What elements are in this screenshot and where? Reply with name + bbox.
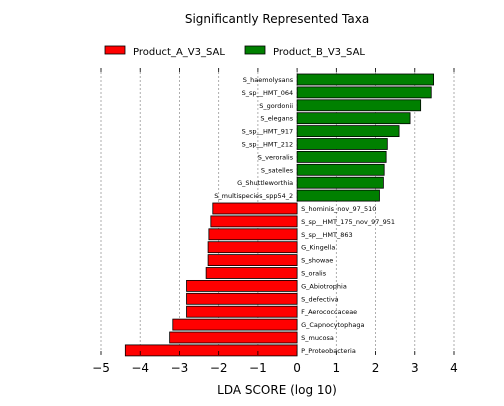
- bar: [207, 254, 298, 267]
- bar-label: G_Capnocytophaga: [301, 321, 364, 329]
- bar: [124, 344, 298, 357]
- legend-label-product-b: Product_B_V3_SAL: [273, 47, 365, 58]
- bar: [296, 176, 384, 189]
- x-tick-label: −1: [249, 361, 267, 375]
- bar: [205, 267, 298, 279]
- bar-label: S_hominis_nov_97_510: [301, 205, 376, 213]
- bar-label: S_sp__HMT_175_nov_97_951: [301, 218, 395, 226]
- bar-label: S_oralis: [301, 270, 327, 278]
- bar: [296, 86, 432, 99]
- bar: [186, 279, 298, 292]
- chart-title: Significantly Represented Taxa: [185, 12, 369, 26]
- bar-label: S_defectiva: [301, 295, 339, 303]
- x-tick-label: −2: [210, 361, 228, 375]
- x-tick-label: −5: [92, 361, 110, 375]
- bar: [212, 202, 298, 215]
- bar: [207, 241, 298, 254]
- bar: [172, 318, 298, 331]
- x-axis-label: LDA SCORE (log 10): [217, 383, 337, 397]
- bar: [296, 125, 400, 137]
- bar: [296, 150, 387, 163]
- x-tick-label: 1: [333, 361, 341, 375]
- bar: [296, 163, 385, 176]
- bar: [296, 189, 380, 202]
- bar-label: S_veroralis: [258, 153, 294, 161]
- bar: [186, 305, 298, 318]
- bar-label: S_mucosa: [301, 334, 334, 342]
- bar-label: S_gordonii: [259, 102, 293, 110]
- bar-label: S_haemolysans: [243, 76, 294, 84]
- x-tick-label: 3: [411, 361, 419, 375]
- bar: [169, 331, 298, 344]
- bar-label: P_Proteobacteria: [301, 347, 356, 355]
- bar-label: S_sp__HMT_863: [301, 231, 353, 239]
- x-tick-label: 0: [293, 361, 301, 375]
- legend-swatch-product-b: [244, 45, 266, 55]
- legend-swatch-product-a: [104, 45, 126, 55]
- bar-label: S_showae: [301, 257, 333, 265]
- x-tick-label: 2: [372, 361, 380, 375]
- bar-label: S_elegans: [260, 115, 293, 123]
- bar: [210, 215, 298, 228]
- bars: S_haemolysans S_sp__HMT_064 S_gordonii S_el…: [124, 73, 435, 357]
- bar-label: S_satelles: [261, 166, 294, 174]
- bar: [208, 228, 298, 241]
- bar-label: S_sp__HMT_212: [242, 141, 294, 149]
- bar: [186, 292, 298, 305]
- bar: [296, 138, 388, 150]
- bar-label: G_Shuttleworthia: [237, 179, 293, 187]
- bar-label: F_Aerococcaceae: [301, 308, 357, 316]
- bar: [296, 99, 422, 112]
- x-tick-label: 4: [450, 361, 458, 375]
- bar-label: S_sp__HMT_917: [242, 128, 294, 136]
- bar-label: G_Abiotrophia: [301, 282, 347, 290]
- x-tick-label: −4: [131, 361, 149, 375]
- x-tick-label: −3: [171, 361, 189, 375]
- bar: [296, 112, 411, 125]
- bar-label: S_multispecies_spp54_2: [214, 192, 293, 200]
- bar-label: S_sp__HMT_064: [242, 89, 294, 97]
- legend: Product_A_V3_SAL Product_B_V3_SAL: [104, 45, 365, 58]
- x-axis: −5 −4 −3 −2 −1 0 1 2 3 4: [92, 68, 458, 375]
- bar: [296, 73, 435, 86]
- legend-label-product-a: Product_A_V3_SAL: [133, 47, 225, 58]
- bar-label: G_Kingella: [301, 244, 335, 252]
